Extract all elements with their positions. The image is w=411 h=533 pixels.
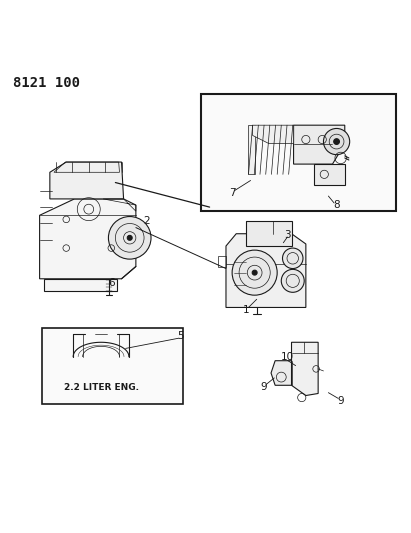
Text: 2: 2 xyxy=(143,216,150,227)
Text: 6: 6 xyxy=(108,278,115,288)
Polygon shape xyxy=(39,199,136,279)
Polygon shape xyxy=(271,361,291,385)
Text: 2.2 LITER ENG.: 2.2 LITER ENG. xyxy=(64,383,139,392)
Text: 9: 9 xyxy=(337,396,344,406)
Polygon shape xyxy=(248,125,255,174)
Circle shape xyxy=(334,139,339,144)
Text: 8121 100: 8121 100 xyxy=(13,76,80,90)
Text: 9: 9 xyxy=(260,382,267,392)
Text: 8: 8 xyxy=(333,200,340,210)
Text: 5: 5 xyxy=(178,331,184,341)
Circle shape xyxy=(232,250,277,295)
Text: 10: 10 xyxy=(281,352,294,362)
Bar xyxy=(42,328,183,403)
Polygon shape xyxy=(314,164,345,184)
Polygon shape xyxy=(291,342,318,395)
Polygon shape xyxy=(50,162,124,199)
Circle shape xyxy=(282,248,303,269)
Polygon shape xyxy=(253,125,293,143)
Polygon shape xyxy=(226,234,306,308)
Circle shape xyxy=(252,270,257,275)
Circle shape xyxy=(109,216,151,259)
Bar xyxy=(201,94,396,211)
Polygon shape xyxy=(247,221,291,246)
Circle shape xyxy=(323,128,350,155)
Polygon shape xyxy=(44,279,118,291)
Circle shape xyxy=(127,236,132,240)
Text: 3: 3 xyxy=(284,230,291,239)
Circle shape xyxy=(281,269,304,292)
Text: 7: 7 xyxy=(229,188,236,198)
Text: 1: 1 xyxy=(243,304,250,314)
Polygon shape xyxy=(293,125,345,164)
